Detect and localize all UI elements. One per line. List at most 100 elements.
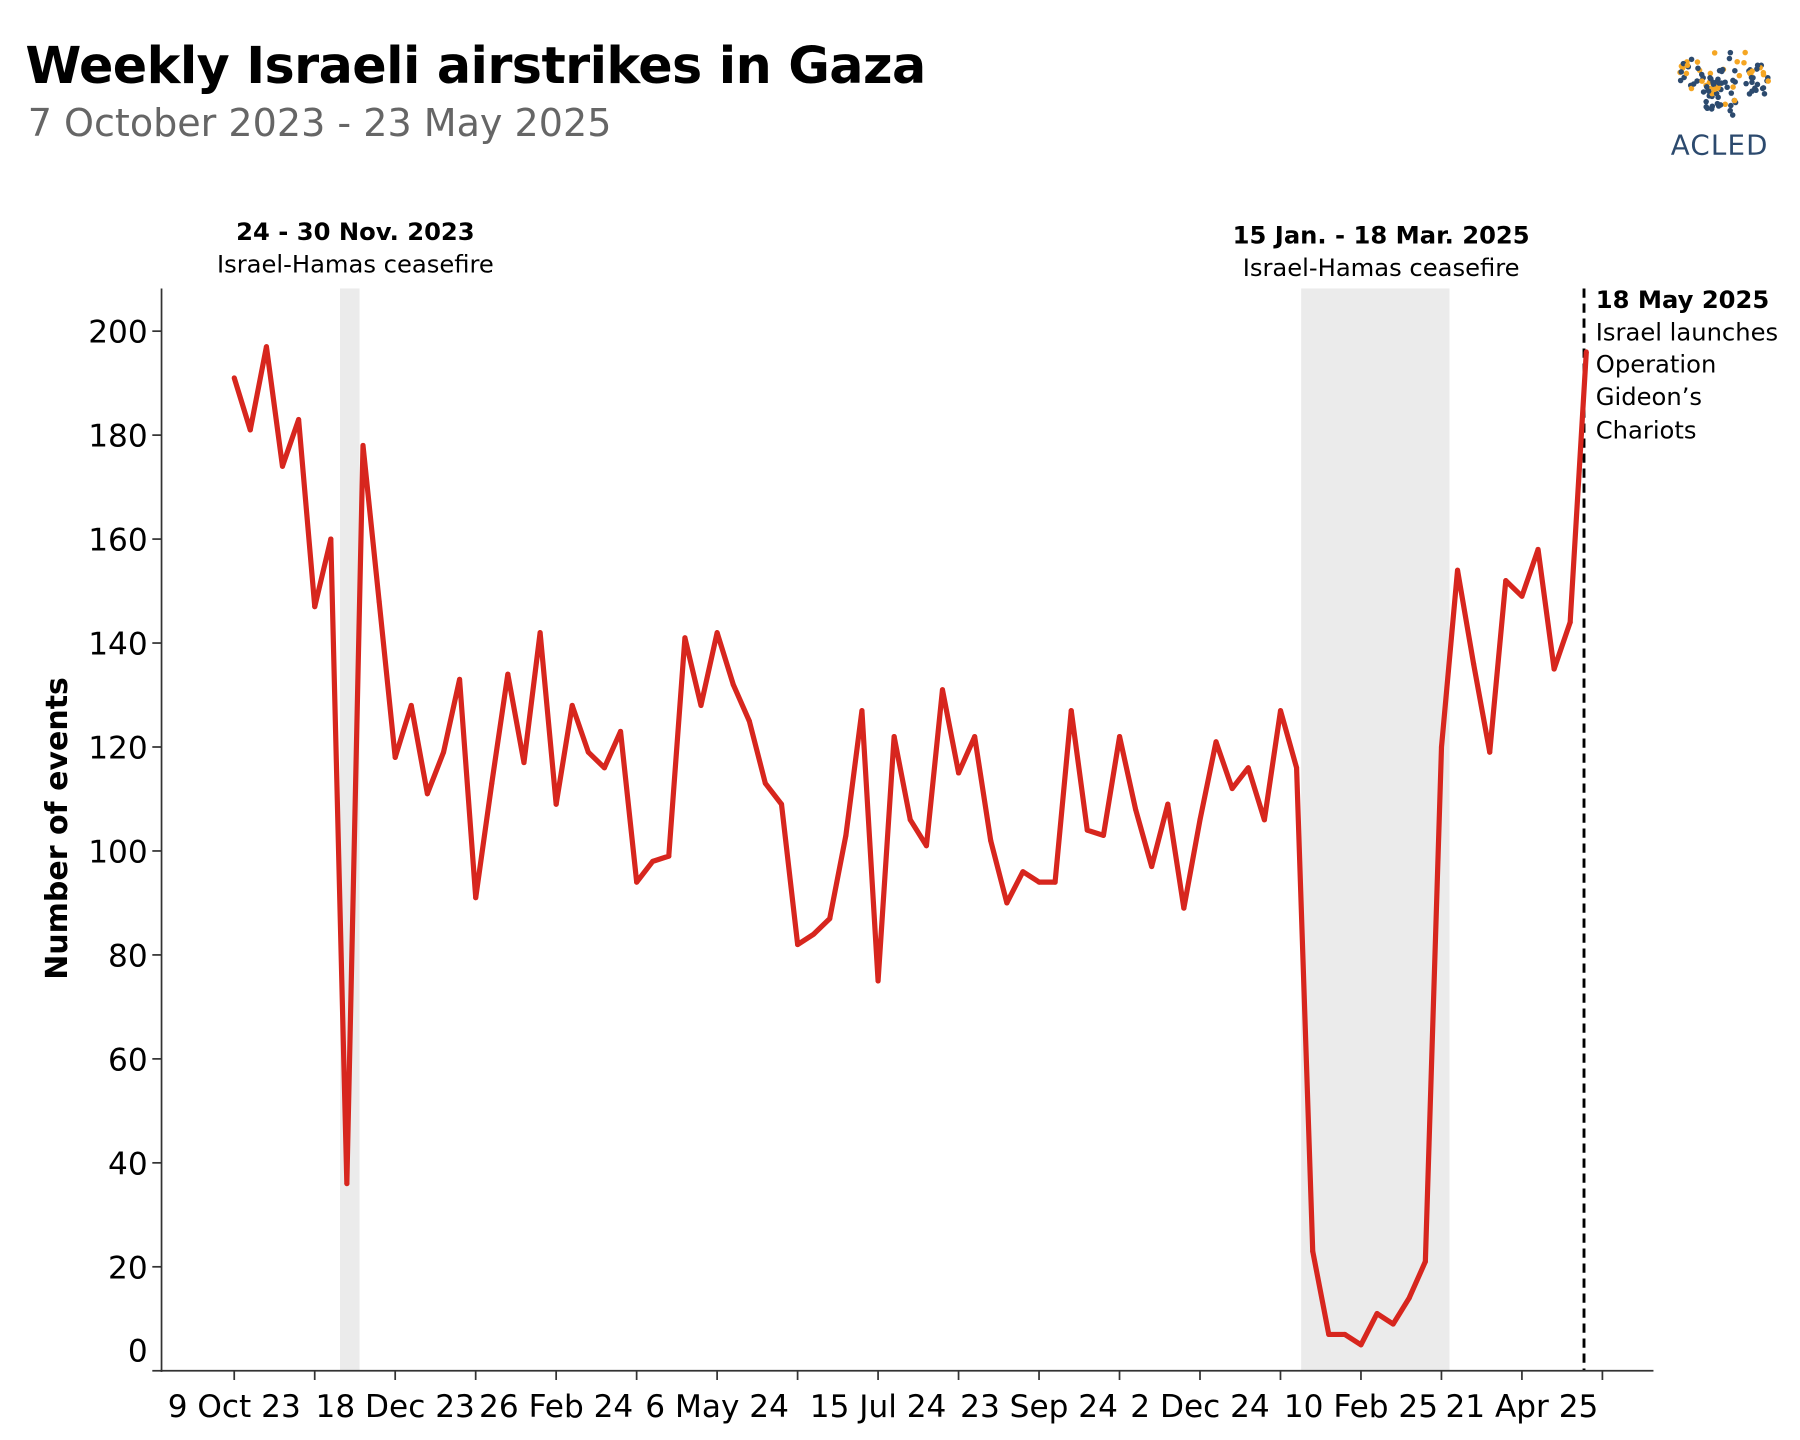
data-point	[1487, 749, 1493, 755]
data-point	[891, 734, 897, 740]
data-point	[1020, 869, 1026, 875]
data-point	[279, 463, 286, 469]
data-point	[1165, 801, 1171, 807]
data-point	[569, 702, 575, 708]
data-point	[1213, 739, 1219, 745]
data-point	[1374, 1311, 1380, 1317]
logo-dot	[1741, 59, 1747, 66]
data-point	[1326, 1331, 1332, 1337]
data-point	[811, 931, 817, 937]
logo-dot	[1705, 88, 1712, 94]
logo-dot	[1699, 78, 1705, 84]
logo-dot	[1694, 59, 1701, 65]
data-point	[1004, 900, 1010, 906]
logo-dot	[1719, 66, 1726, 73]
data-point	[650, 858, 656, 864]
logo-dot	[1700, 89, 1707, 95]
data-point	[231, 375, 237, 381]
y-axis-label: Number of events	[40, 677, 75, 980]
data-point	[1261, 817, 1267, 823]
logo-dot	[1684, 62, 1691, 69]
x-tick-label: 18 Dec 23	[316, 1389, 475, 1425]
data-point	[263, 344, 269, 350]
logo-dot	[1734, 59, 1740, 65]
data-point	[505, 671, 511, 677]
data-point	[1229, 786, 1235, 792]
data-point	[489, 780, 495, 786]
data-point	[1068, 708, 1074, 714]
logo-dot	[1730, 84, 1736, 90]
logo-dot	[1703, 84, 1710, 90]
data-point	[537, 630, 543, 636]
data-point	[553, 801, 559, 807]
globe-icon	[1677, 49, 1771, 118]
x-tick-label: 9 Oct 23	[168, 1389, 301, 1425]
data-point	[1471, 661, 1477, 667]
data-point	[972, 734, 978, 740]
ceasefire-1-date: 24 - 30 Nov. 2023	[236, 218, 475, 246]
y-tick-label: 160	[88, 523, 147, 559]
y-tick-label: 120	[88, 731, 147, 767]
logo-dot	[1711, 50, 1718, 56]
data-point	[1133, 806, 1139, 812]
logo-dot	[1724, 84, 1730, 91]
logo-dot	[1731, 97, 1738, 104]
data-point	[585, 749, 591, 755]
data-point	[875, 978, 881, 984]
y-tick-label: 40	[108, 1146, 148, 1182]
data-point	[1455, 567, 1461, 573]
data-point	[1294, 765, 1300, 771]
data-point	[1100, 832, 1106, 838]
data-point	[1181, 905, 1187, 911]
data-point	[1438, 744, 1444, 750]
x-tick-label: 23 Sep 24	[960, 1389, 1118, 1425]
logo-dot	[1729, 112, 1736, 118]
y-tick-label: 180	[88, 419, 147, 455]
data-point	[312, 604, 318, 610]
data-point	[601, 765, 607, 771]
logo-dot	[1714, 100, 1721, 107]
y-ticks: 0 20 40 60 80 100 120 140 160 180 200	[88, 315, 162, 1372]
data-point	[988, 838, 994, 844]
data-point	[923, 843, 929, 849]
logo-dot	[1678, 69, 1684, 75]
event-line-3: Gideon’s	[1596, 383, 1702, 411]
logo-dot	[1746, 91, 1753, 97]
data-point	[1197, 817, 1203, 823]
data-point	[1277, 708, 1284, 714]
logo-dot	[1677, 77, 1684, 84]
data-point	[247, 427, 253, 433]
data-point	[1519, 593, 1525, 599]
ceasefire-2-date: 15 Jan. - 18 Mar. 2025	[1233, 221, 1530, 249]
x-tick-label: 26 Feb 24	[479, 1389, 633, 1425]
data-point	[1036, 879, 1042, 885]
logo-dot	[1765, 78, 1771, 84]
data-point	[473, 895, 479, 901]
data-point	[408, 702, 414, 708]
data-point	[1310, 1248, 1316, 1254]
data-point	[1583, 349, 1589, 355]
data-point	[328, 536, 334, 542]
acled-logo: ACLED	[1671, 49, 1771, 162]
x-tick-label: 15 Jul 24	[810, 1389, 947, 1425]
ceasefire-1-label: Israel-Hamas ceasefire	[217, 250, 494, 278]
logo-dot	[1748, 74, 1755, 81]
logo-dot	[1759, 85, 1766, 92]
y-tick-label: 200	[88, 315, 147, 351]
series-airstrikes	[231, 344, 1589, 1348]
data-point	[1535, 546, 1541, 553]
data-point	[762, 780, 768, 786]
y-tick-label: 20	[108, 1250, 148, 1286]
data-point	[1052, 879, 1058, 885]
logo-dot	[1690, 81, 1697, 87]
y-tick-label: 140	[88, 627, 147, 663]
chart-subtitle: 7 October 2023 - 23 May 2025	[28, 101, 612, 145]
shaded-periods	[340, 288, 1450, 1371]
logo-dot	[1742, 49, 1748, 56]
logo-dot	[1728, 90, 1735, 96]
data-point	[424, 791, 430, 797]
data-point	[714, 630, 720, 636]
data-point	[1503, 578, 1509, 584]
data-point	[1551, 666, 1557, 672]
